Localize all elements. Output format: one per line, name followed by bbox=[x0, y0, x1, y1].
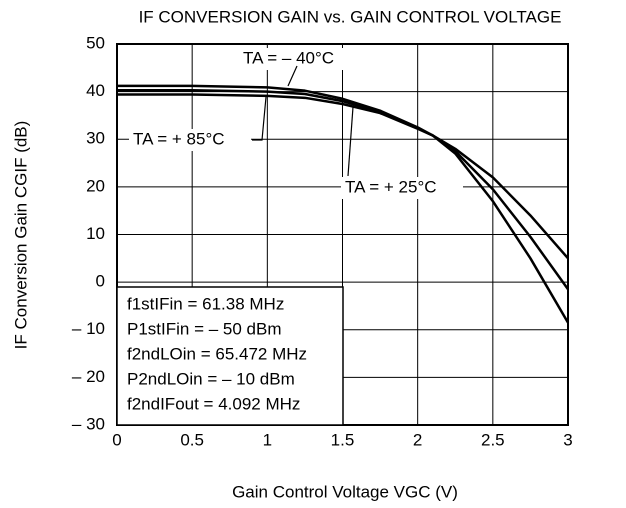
x-tick-label: 2.5 bbox=[481, 430, 505, 449]
y-tick-label: 40 bbox=[86, 81, 105, 100]
x-tick-label: 1.5 bbox=[331, 430, 355, 449]
condition-text: P2ndLOin = – 10 dBm bbox=[127, 369, 295, 388]
y-tick-label: – 20 bbox=[72, 367, 105, 386]
y-tick-label: – 10 bbox=[72, 319, 105, 338]
y-tick-label: 10 bbox=[86, 224, 105, 243]
x-tick-label: 1 bbox=[263, 430, 272, 449]
y-tick-label: 30 bbox=[86, 129, 105, 148]
conditions-box bbox=[116, 286, 344, 426]
chart-title: IF CONVERSION GAIN vs. GAIN CONTROL VOLT… bbox=[139, 7, 562, 26]
y-axis-label: IF Conversion Gain CGIF (dB) bbox=[11, 121, 30, 350]
leader-line bbox=[252, 96, 267, 141]
x-tick-label: 0.5 bbox=[180, 430, 204, 449]
x-axis-label: Gain Control Voltage VGC (V) bbox=[232, 482, 458, 501]
leader-line bbox=[347, 106, 354, 177]
label-bg bbox=[239, 48, 361, 70]
y-tick-label: 50 bbox=[86, 33, 105, 52]
condition-text: f2ndIFout = 4.092 MHz bbox=[127, 394, 300, 413]
x-tick-label: 2 bbox=[413, 430, 422, 449]
x-tick-label: 3 bbox=[563, 430, 572, 449]
x-tick-label: 0 bbox=[112, 430, 121, 449]
condition-text: f2ndLOin = 65.472 MHz bbox=[127, 344, 307, 363]
series-label: TA = – 40°C bbox=[243, 48, 334, 67]
condition-text: P1stIFin = – 50 dBm bbox=[127, 319, 282, 338]
label-bg bbox=[129, 129, 251, 151]
label-bg bbox=[341, 177, 463, 199]
y-tick-label: 0 bbox=[96, 272, 105, 291]
series-line bbox=[117, 93, 569, 260]
leader-line bbox=[287, 65, 298, 87]
series-label: TA = + 25°C bbox=[345, 177, 437, 196]
series-label: TA = + 85°C bbox=[133, 129, 225, 148]
y-tick-label: 20 bbox=[86, 176, 105, 195]
condition-text: f1stIFin = 61.38 MHz bbox=[127, 294, 284, 313]
y-tick-label: – 30 bbox=[72, 414, 105, 433]
